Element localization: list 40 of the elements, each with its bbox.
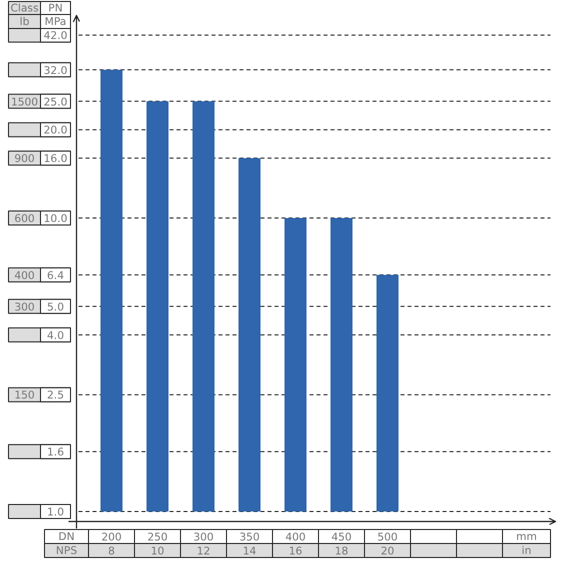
x-tick-label: 350 [239,530,260,544]
text: DN [58,530,75,543]
y-tick-label: 1.0 [47,506,64,518]
y-tick-label: 6.4 [47,268,64,282]
y-tick-label: 1.6 [47,446,64,459]
y-tick-label: 20.0 [44,124,68,137]
text: 14 [242,544,256,558]
y-tick-label: 42.0 [44,29,68,42]
y-tick-label: 5.0 [47,300,64,314]
y-tick-label: 16.0 [44,152,68,166]
x-tick-label: 450 [331,530,352,544]
x-tick-label: 200 [101,530,122,544]
text: 10 [150,544,164,558]
text: 150 [14,388,35,402]
text: 900 [14,152,35,166]
text: NPS [56,544,78,557]
text: PN [48,2,63,14]
text: 18 [334,544,348,558]
text: 12 [196,544,210,558]
text: 16 [288,544,302,558]
x-tick-label: 300 [193,530,214,544]
y-tick-label: 4.0 [47,328,64,342]
text: MPa [44,15,66,28]
y-tick-label: 10.0 [44,212,68,226]
text: 1500 [10,95,38,108]
text: 600 [14,212,35,226]
text: lb [20,15,30,28]
text: 8 [108,544,116,558]
text: 20 [380,544,394,558]
text: in [522,544,532,557]
y-tick-label: 32.0 [44,64,68,77]
y-tick-label: 2.5 [47,388,64,402]
text: mm [516,530,537,543]
text: 400 [14,268,35,282]
y-tick-label: 25.0 [44,95,68,108]
text: Class [10,2,39,14]
x-tick-label: 500 [377,530,398,544]
x-tick-label: 400 [285,530,306,544]
x-tick-label: 250 [147,530,168,544]
text: 300 [14,300,35,314]
